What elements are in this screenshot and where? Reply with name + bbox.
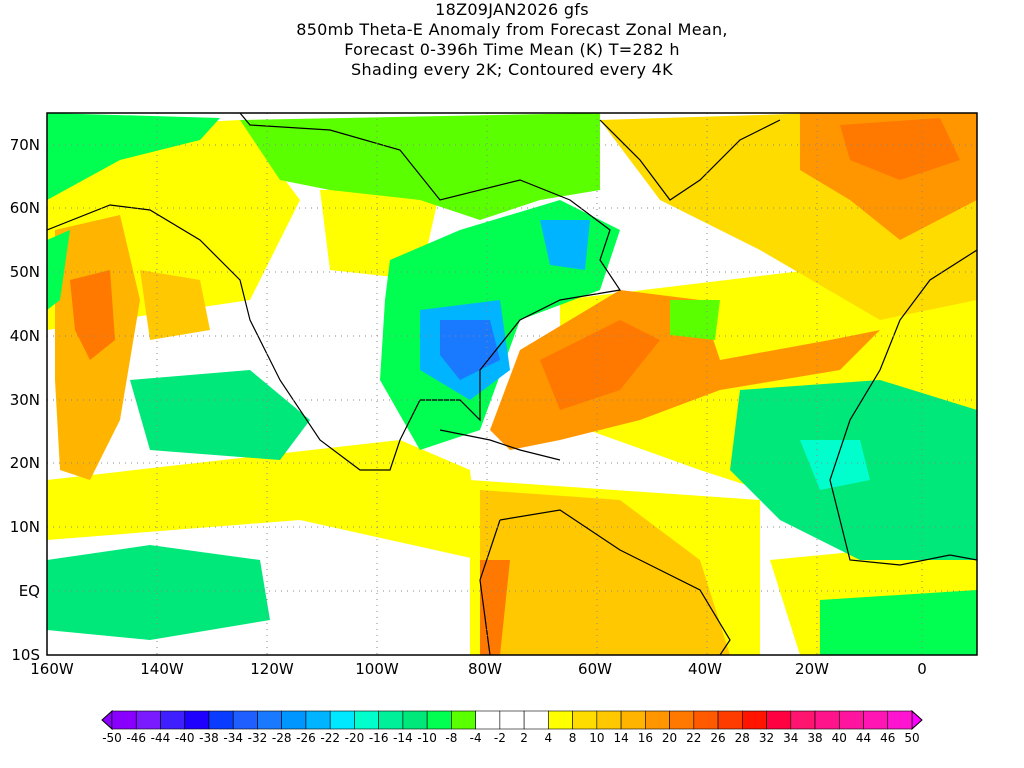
- colorbar-tick-label: -28: [271, 731, 292, 745]
- colorbar-tick-label: 20: [661, 731, 678, 745]
- lon-label: 140W: [140, 660, 184, 678]
- colorbar-tick-label: 26: [710, 731, 726, 745]
- colorbar-tick-label: -4: [469, 731, 482, 745]
- colorbar-tick-label: 38: [807, 731, 823, 745]
- colorbar-swatch: [499, 710, 525, 730]
- colorbar-tick-label: -8: [445, 731, 458, 745]
- colorbar-swatch: [111, 710, 137, 730]
- colorbar-swatch: [305, 710, 331, 730]
- lat-label: 10N: [9, 518, 40, 536]
- colorbar-swatch: [838, 710, 864, 730]
- lat-label: EQ: [18, 582, 40, 600]
- colorbar-tick-label: -26: [296, 731, 316, 745]
- colorbar-tick-label: 50: [904, 731, 920, 745]
- colorbar-tick-label: -14: [393, 731, 413, 745]
- colorbar: [101, 709, 923, 731]
- colorbar-tick-label: 28: [734, 731, 750, 745]
- colorbar-swatch: [717, 710, 743, 730]
- title-date-model: 18Z09JAN2026 gfs: [435, 0, 589, 19]
- lon-label: 0: [917, 660, 927, 678]
- colorbar-swatch: [596, 710, 622, 730]
- lon-label: 160W: [30, 660, 74, 678]
- colorbar-tick-label: 34: [783, 731, 799, 745]
- colorbar-tick-label: -20: [344, 731, 365, 745]
- colorbar-tick-label: -22: [320, 731, 340, 745]
- colorbar-swatch: [742, 710, 767, 730]
- colorbar-swatch: [645, 710, 670, 730]
- colorbar-tick-label: 44: [855, 731, 872, 745]
- colorbar-tick-label: -16: [368, 731, 389, 745]
- colorbar-tick-label: -10: [417, 731, 437, 745]
- colorbar-swatch: [208, 710, 234, 730]
- colorbar-swatch: [572, 710, 598, 730]
- colorbar-swatch: [329, 710, 355, 730]
- lon-label: 120W: [250, 660, 294, 678]
- lat-label: 20N: [9, 454, 40, 472]
- title-shading-info: Shading every 2K; Contoured every 4K: [351, 60, 673, 79]
- colorbar-swatch: [790, 710, 816, 730]
- title-forecast-period: Forecast 0-396h Time Mean (K) T=282 h: [344, 40, 680, 59]
- colorbar-swatch: [426, 710, 452, 730]
- colorbar-tick-label: 40: [831, 731, 847, 745]
- colorbar-swatch: [257, 710, 282, 730]
- colorbar-swatch: [402, 710, 428, 730]
- lon-label: 80W: [468, 660, 502, 678]
- lat-label: 40N: [9, 327, 40, 345]
- colorbar-tick-label: 2: [520, 731, 528, 745]
- plot-frame: [46, 112, 978, 656]
- colorbar-swatch: [548, 710, 573, 730]
- colorbar-tick-label: -44: [150, 731, 171, 745]
- colorbar-tick-label: 4: [544, 731, 553, 745]
- colorbar-swatch: [354, 710, 379, 730]
- lat-label: 50N: [9, 263, 40, 281]
- colorbar-tick-label: 22: [686, 731, 702, 745]
- colorbar-swatch: [232, 710, 258, 730]
- colorbar-tick-label: 8: [568, 731, 577, 745]
- colorbar-swatch: [814, 710, 840, 730]
- colorbar-swatch: [620, 710, 646, 730]
- colorbar-swatch: [693, 710, 719, 730]
- colorbar-swatch: [184, 710, 210, 730]
- lon-label: 20W: [795, 660, 829, 678]
- colorbar-swatch: [281, 710, 307, 730]
- lat-label: 70N: [9, 136, 40, 154]
- colorbar-tick-label: -2: [493, 731, 506, 745]
- colorbar-swatch: [475, 710, 501, 730]
- title-variable: 850mb Theta-E Anomaly from Forecast Zona…: [296, 20, 728, 39]
- colorbar-swatch: [135, 710, 161, 730]
- colorbar-over-arrow: [911, 709, 923, 731]
- colorbar-swatch: [160, 710, 186, 730]
- colorbar-tick-label: 16: [637, 731, 653, 745]
- lon-label: 100W: [355, 660, 399, 678]
- colorbar-swatch: [451, 710, 476, 730]
- lon-label: 40W: [688, 660, 722, 678]
- colorbar-under-arrow: [101, 709, 113, 731]
- lat-label: 30N: [9, 391, 40, 409]
- lat-label: 10S: [11, 646, 40, 664]
- colorbar-tick-label: -46: [126, 731, 147, 745]
- colorbar-swatch: [863, 710, 889, 730]
- colorbar-tick-label: -32: [247, 731, 268, 745]
- colorbar-swatch: [523, 710, 549, 730]
- colorbar-tick-label: 14: [613, 731, 629, 745]
- lat-label: 60N: [9, 199, 40, 217]
- anomaly-shading: [47, 113, 977, 655]
- colorbar-tick-label: 10: [589, 731, 605, 745]
- colorbar-swatch: [887, 710, 913, 730]
- colorbar-tick-label: -34: [223, 731, 244, 745]
- colorbar-tick-label: -50: [102, 731, 122, 745]
- colorbar-tick-label: -38: [199, 731, 219, 745]
- colorbar-tick-label: 46: [880, 731, 896, 745]
- lon-label: 60W: [578, 660, 612, 678]
- colorbar-swatch: [378, 710, 404, 730]
- colorbar-swatch: [669, 710, 695, 730]
- colorbar-tick-label: -40: [174, 731, 195, 745]
- gridlines: [47, 113, 977, 655]
- colorbar-tick-label: 32: [758, 731, 775, 745]
- colorbar-swatch: [766, 710, 792, 730]
